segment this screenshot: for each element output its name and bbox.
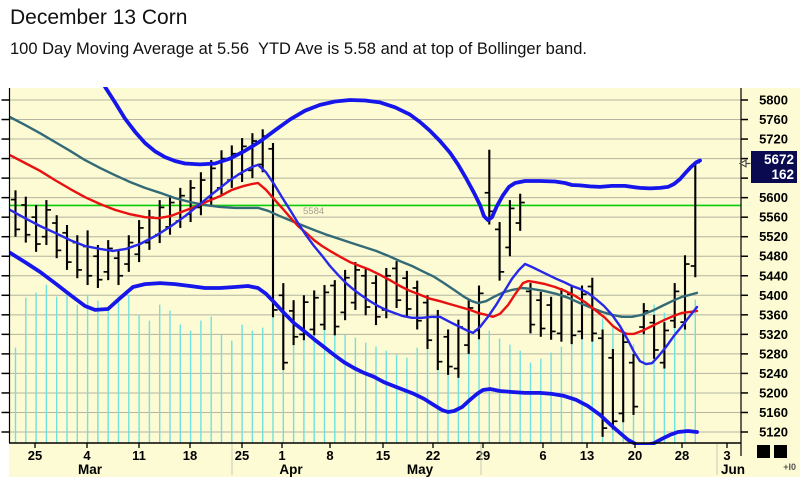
indicator-toggle-label[interactable]: +I0	[783, 462, 796, 472]
svg-text:5440: 5440	[759, 268, 788, 283]
svg-text:5240: 5240	[759, 366, 788, 381]
axes	[8, 88, 742, 456]
svg-text:5280: 5280	[759, 346, 788, 361]
svg-text:Mar: Mar	[78, 462, 103, 477]
price-change-value: 162	[771, 167, 794, 182]
svg-text:5600: 5600	[759, 190, 788, 205]
svg-text:18: 18	[183, 448, 197, 463]
svg-text:5160: 5160	[759, 405, 788, 420]
lower-bollinger-line	[9, 250, 699, 445]
svg-text:5400: 5400	[759, 288, 788, 303]
last-price-arrow-icon	[738, 159, 751, 168]
black-square-icon[interactable]	[757, 445, 770, 458]
plot-background	[9, 88, 800, 477]
ma-red-line	[9, 153, 699, 336]
svg-text:4: 4	[83, 448, 91, 463]
svg-text:25: 25	[235, 448, 249, 463]
svg-text:25: 25	[28, 448, 42, 463]
svg-text:5320: 5320	[759, 327, 788, 342]
svg-text:5760: 5760	[759, 112, 788, 127]
svg-text:5200: 5200	[759, 385, 788, 400]
svg-text:5480: 5480	[759, 249, 788, 264]
svg-text:29: 29	[476, 448, 490, 463]
svg-text:8: 8	[326, 448, 333, 463]
ma-teal-line	[9, 115, 699, 318]
svg-text:5800: 5800	[759, 93, 788, 108]
last-price-box: 5672 162	[751, 151, 797, 183]
plot-series	[9, 87, 741, 445]
svg-text:5560: 5560	[759, 210, 788, 225]
svg-text:5360: 5360	[759, 307, 788, 322]
svg-text:28: 28	[675, 448, 689, 463]
svg-text:6: 6	[539, 448, 546, 463]
svg-text:5520: 5520	[759, 229, 788, 244]
svg-text:20: 20	[628, 448, 642, 463]
svg-text:22: 22	[426, 448, 440, 463]
svg-text:15: 15	[376, 448, 390, 463]
black-square-icon[interactable]	[774, 445, 787, 458]
page-title: December 13 Corn	[10, 6, 188, 29]
svg-text:13: 13	[580, 448, 594, 463]
svg-text:5120: 5120	[759, 425, 788, 440]
svg-text:Jun: Jun	[721, 462, 745, 477]
svg-text:3: 3	[723, 448, 730, 463]
ma-mid-blue-line	[9, 163, 699, 366]
upper-bollinger-line	[103, 87, 702, 223]
svg-text:May: May	[407, 462, 434, 477]
svg-text:11: 11	[132, 448, 146, 463]
svg-text:Apr: Apr	[279, 462, 303, 477]
last-price-value: 5672	[763, 152, 794, 167]
svg-text:5720: 5720	[759, 132, 788, 147]
reference-line-label: 5584	[303, 206, 325, 217]
svg-text:1: 1	[278, 448, 285, 463]
page-subtitle: 100 Day Moving Average at 5.56 YTD Ave i…	[10, 40, 587, 58]
